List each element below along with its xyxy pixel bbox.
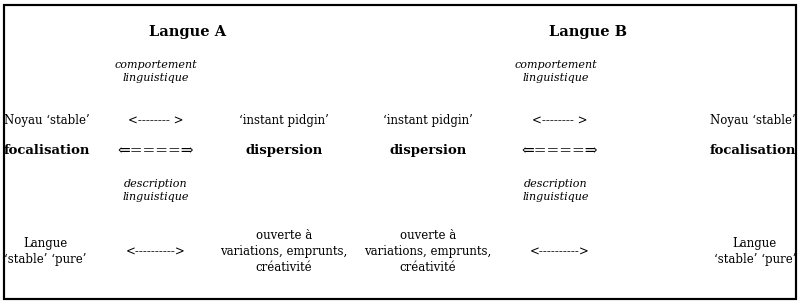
Text: <-------- >: <-------- > (532, 114, 588, 127)
Text: <-------- >: <-------- > (128, 114, 184, 127)
Text: <---------->: <----------> (126, 245, 186, 258)
Text: ouverte à
variations, emprunts,
créativité: ouverte à variations, emprunts, créativi… (220, 229, 348, 274)
Text: <---------->: <----------> (530, 245, 590, 258)
Text: comportement
linguistique: comportement linguistique (514, 60, 598, 83)
Bar (370, 5, 430, 299)
Text: Langue A: Langue A (150, 25, 226, 39)
Text: Langue
‘stable’ ‘pure’: Langue ‘stable’ ‘pure’ (714, 237, 796, 266)
Text: comportement
linguistique: comportement linguistique (114, 60, 198, 83)
FancyBboxPatch shape (4, 5, 796, 299)
Text: description
linguistique: description linguistique (522, 179, 590, 202)
Text: ⇐====⇒: ⇐====⇒ (118, 144, 194, 158)
Text: dispersion: dispersion (390, 145, 466, 157)
Text: Langue B: Langue B (549, 25, 627, 39)
Text: ouverte à
variations, emprunts,
créativité: ouverte à variations, emprunts, créativi… (364, 229, 492, 274)
Text: ‘instant pidgin’: ‘instant pidgin’ (239, 114, 329, 127)
Text: dispersion: dispersion (246, 145, 322, 157)
Text: focalisation: focalisation (4, 145, 90, 157)
Text: ‘instant pidgin’: ‘instant pidgin’ (383, 114, 473, 127)
Text: description
linguistique: description linguistique (122, 179, 190, 202)
Text: focalisation: focalisation (710, 145, 796, 157)
Text: Noyau ‘stable’: Noyau ‘stable’ (4, 114, 90, 127)
Text: Langue
‘stable’ ‘pure’: Langue ‘stable’ ‘pure’ (4, 237, 86, 266)
Text: Noyau ‘stable’: Noyau ‘stable’ (710, 114, 796, 127)
Text: ⇐====⇒: ⇐====⇒ (522, 144, 598, 158)
